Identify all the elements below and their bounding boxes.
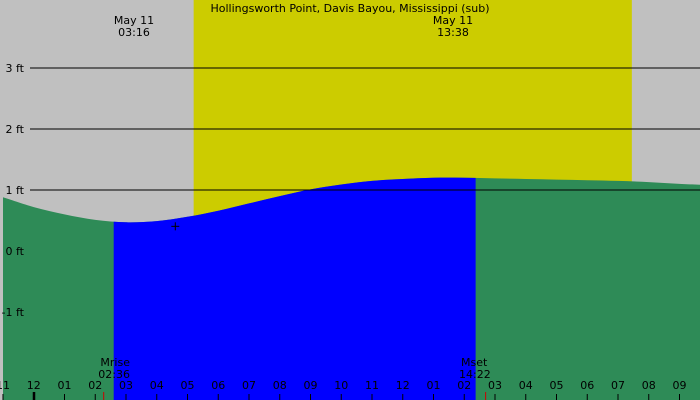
high-tide-date-label: May 11	[433, 14, 473, 27]
x-tick-label: 01	[427, 379, 441, 392]
x-tick-label: 11	[0, 379, 10, 392]
x-tick-label: 08	[642, 379, 656, 392]
low-tide-date-label: May 11	[114, 14, 154, 27]
x-tick-label: 11	[365, 379, 379, 392]
x-tick-label: 12	[27, 379, 41, 392]
x-tick-label: 02	[457, 379, 471, 392]
moonset-time: 14:22	[459, 368, 491, 381]
y-tick-label: 3 ft	[6, 62, 25, 75]
midnight-marker	[32, 392, 36, 400]
tide-layer	[3, 177, 700, 400]
x-tick-label: 07	[242, 379, 256, 392]
x-tick-label: 07	[611, 379, 625, 392]
y-tick-label: 2 ft	[6, 123, 25, 136]
x-tick-label: 06	[580, 379, 594, 392]
x-tick-label: 12	[396, 379, 410, 392]
x-tick-label: 02	[88, 379, 102, 392]
moonrise-time: 02:36	[98, 368, 130, 381]
x-axis-layer: 11 12 01 02 03 04 05 06 07 08 09 10 11 12 01 02 03 04 05 06…	[0, 379, 687, 400]
x-tick-label: 05	[181, 379, 195, 392]
chart-title: Hollingsworth Point, Davis Bayou, Missis…	[210, 2, 489, 15]
x-tick-label: 06	[211, 379, 225, 392]
x-tick-label: 01	[58, 379, 72, 392]
x-tick-label: 09	[304, 379, 318, 392]
x-tick-label: 08	[273, 379, 287, 392]
low-tide-time-label: 03:16	[118, 26, 150, 39]
x-tick-label: 03	[488, 379, 502, 392]
moonset-label: Mset	[461, 356, 488, 369]
y-tick-label: -1 ft	[2, 306, 25, 319]
y-tick-label: 1 ft	[6, 184, 25, 197]
x-tick-label: 04	[519, 379, 533, 392]
x-tick-label: 10	[334, 379, 348, 392]
high-tide-time-label: 13:38	[437, 26, 469, 39]
x-tick-label: 03	[119, 379, 133, 392]
x-tick-label: 05	[550, 379, 564, 392]
label-layer: Hollingsworth Point, Davis Bayou, Missis…	[98, 2, 490, 381]
x-tick-label: 04	[150, 379, 164, 392]
y-tick-label: 0 ft	[6, 245, 25, 258]
gridline-layer: 3 ft 2 ft 1 ft 0 ft -1 ft	[2, 62, 700, 319]
x-tick-label: 09	[673, 379, 687, 392]
moonrise-label: Mrise	[100, 356, 130, 369]
